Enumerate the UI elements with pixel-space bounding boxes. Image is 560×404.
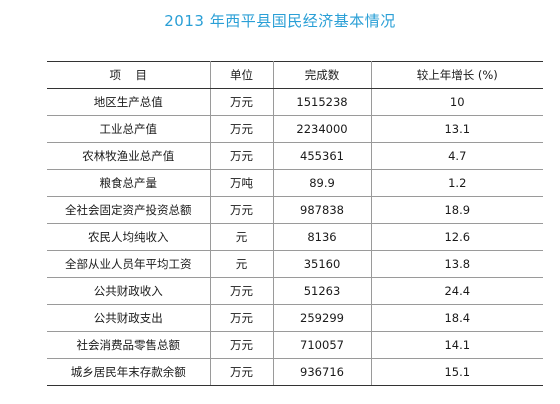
cell-item: 工业总产值 (47, 115, 210, 143)
table-header-row: 项 目 单位 完成数 较上年增长 (%) (47, 61, 543, 89)
table-row: 农民人均纯收入 元 8136 12.6 (47, 223, 543, 251)
cell-value: 259299 (272, 304, 371, 332)
cell-item: 社会消费品零售总额 (47, 331, 210, 359)
cell-item: 全部从业人员年平均工资 (47, 250, 210, 278)
cell-unit: 万元 (209, 331, 273, 359)
cell-value: 936716 (272, 358, 371, 386)
cell-unit: 万元 (209, 142, 273, 170)
cell-unit: 万元 (209, 358, 273, 386)
table-row: 公共财政支出 万元 259299 18.4 (47, 304, 543, 332)
cell-value: 1515238 (272, 88, 371, 116)
cell-unit: 元 (209, 250, 273, 278)
cell-value: 455361 (272, 142, 371, 170)
cell-unit: 万吨 (209, 169, 273, 197)
cell-value: 8136 (272, 223, 371, 251)
economic-stats-table: 项 目 单位 完成数 较上年增长 (%) 地区生产总值 万元 1515238 1… (47, 61, 543, 386)
table-row: 全社会固定资产投资总额 万元 987838 18.9 (47, 196, 543, 224)
cell-growth: 13.8 (370, 250, 543, 278)
cell-item: 城乡居民年末存款余额 (47, 358, 210, 386)
cell-unit: 元 (209, 223, 273, 251)
cell-growth: 10 (370, 88, 543, 116)
cell-item: 农民人均纯收入 (47, 223, 210, 251)
cell-item: 地区生产总值 (47, 88, 210, 116)
cell-growth: 15.1 (370, 358, 543, 386)
cell-unit: 万元 (209, 277, 273, 305)
cell-value: 987838 (272, 196, 371, 224)
cell-item: 农林牧渔业总产值 (47, 142, 210, 170)
cell-growth: 18.4 (370, 304, 543, 332)
cell-value: 35160 (272, 250, 371, 278)
cell-value: 51263 (272, 277, 371, 305)
header-growth: 较上年增长 (%) (370, 61, 543, 89)
cell-growth: 18.9 (370, 196, 543, 224)
cell-item: 公共财政收入 (47, 277, 210, 305)
cell-item: 全社会固定资产投资总额 (47, 196, 210, 224)
cell-item: 粮食总产量 (47, 169, 210, 197)
table-row: 地区生产总值 万元 1515238 10 (47, 88, 543, 116)
cell-growth: 12.6 (370, 223, 543, 251)
cell-growth: 24.4 (370, 277, 543, 305)
header-value: 完成数 (272, 61, 371, 89)
cell-value: 710057 (272, 331, 371, 359)
cell-value: 2234000 (272, 115, 371, 143)
cell-growth: 14.1 (370, 331, 543, 359)
header-item: 项 目 (47, 61, 210, 89)
cell-unit: 万元 (209, 304, 273, 332)
table-row: 公共财政收入 万元 51263 24.4 (47, 277, 543, 305)
cell-growth: 4.7 (370, 142, 543, 170)
cell-growth: 1.2 (370, 169, 543, 197)
header-unit: 单位 (209, 61, 273, 89)
cell-item: 公共财政支出 (47, 304, 210, 332)
table-row: 社会消费品零售总额 万元 710057 14.1 (47, 331, 543, 359)
table-row: 工业总产值 万元 2234000 13.1 (47, 115, 543, 143)
page-title: 2013 年西平县国民经济基本情况 (164, 12, 396, 30)
cell-unit: 万元 (209, 196, 273, 224)
cell-growth: 13.1 (370, 115, 543, 143)
table-row: 全部从业人员年平均工资 元 35160 13.8 (47, 250, 543, 278)
cell-value: 89.9 (272, 169, 371, 197)
table-row: 城乡居民年末存款余额 万元 936716 15.1 (47, 358, 543, 386)
table-row: 农林牧渔业总产值 万元 455361 4.7 (47, 142, 543, 170)
table-row: 粮食总产量 万吨 89.9 1.2 (47, 169, 543, 197)
cell-unit: 万元 (209, 115, 273, 143)
cell-unit: 万元 (209, 88, 273, 116)
